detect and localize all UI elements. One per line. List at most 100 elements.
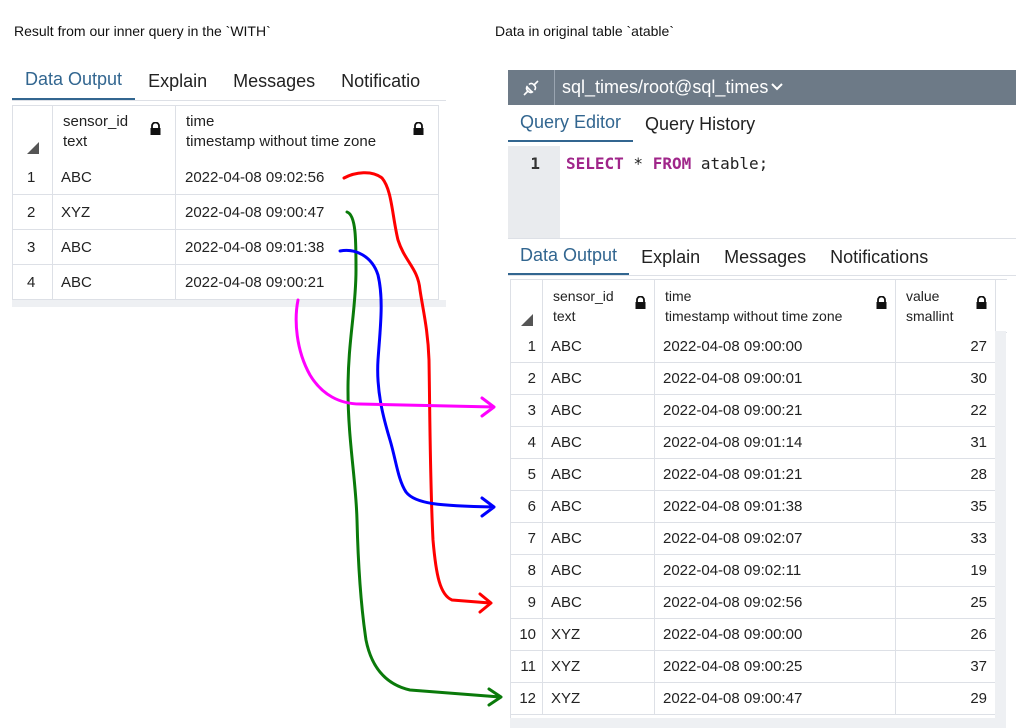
cell-value[interactable]: 37 [896,651,996,682]
cell-value[interactable]: 35 [896,491,996,522]
cell-sensor-id[interactable]: ABC [543,555,655,586]
cell-time[interactable]: 2022-04-08 09:00:01 [655,363,896,394]
cell-value[interactable]: 25 [896,587,996,618]
cell-time[interactable]: 2022-04-08 09:02:07 [655,523,896,554]
table-row[interactable]: 9 ABC 2022-04-08 09:02:56 25 [511,587,996,619]
cell-sensor-id[interactable]: ABC [543,459,655,490]
cell-value[interactable]: 22 [896,395,996,426]
right-caption: Data in original table `atable` [495,23,674,39]
cell-value[interactable]: 28 [896,459,996,490]
cell-sensor-id[interactable]: ABC [543,523,655,554]
table-row[interactable]: 2 XYZ 2022-04-08 09:00:47 [13,195,439,230]
table-row[interactable]: 8 ABC 2022-04-08 09:02:11 19 [511,555,996,587]
column-header-time[interactable]: time timestamp without time zone [655,280,896,332]
cell-sensor-id[interactable]: XYZ [543,651,655,682]
cell-sensor-id[interactable]: XYZ [543,683,655,714]
tab-notifications[interactable]: Notificatio [341,70,421,91]
cell-sensor-id[interactable]: ABC [543,363,655,394]
cell-time[interactable]: 2022-04-08 09:01:38 [176,230,439,264]
table-row[interactable]: 2 ABC 2022-04-08 09:00:01 30 [511,363,996,395]
cell-time[interactable]: 2022-04-08 09:01:21 [655,459,896,490]
cell-time[interactable]: 2022-04-08 09:00:21 [176,265,439,299]
table-row[interactable]: 3 ABC 2022-04-08 09:01:38 [13,230,439,265]
column-name: time [665,288,692,304]
table-row[interactable]: 5 ABC 2022-04-08 09:01:21 28 [511,459,996,491]
cell-time[interactable]: 2022-04-08 09:00:21 [655,395,896,426]
tab-explain[interactable]: Explain [148,70,208,91]
tab-explain[interactable]: Explain [641,246,701,267]
tab-query-history[interactable]: Query History [645,113,756,134]
left-caption: Result from our inner query in the `WITH… [14,23,271,39]
column-header-time[interactable]: time timestamp without time zone [176,106,439,160]
cell-time[interactable]: 2022-04-08 09:02:56 [176,160,439,194]
left-grid-footer [12,300,446,307]
cell-value[interactable]: 27 [896,331,996,362]
cell-value[interactable]: 30 [896,363,996,394]
table-row[interactable]: 6 ABC 2022-04-08 09:01:38 35 [511,491,996,523]
cell-time[interactable]: 2022-04-08 09:01:14 [655,427,896,458]
cell-time[interactable]: 2022-04-08 09:01:38 [655,491,896,522]
tab-messages[interactable]: Messages [724,246,807,267]
table-row[interactable]: 10 XYZ 2022-04-08 09:00:00 26 [511,619,996,651]
cell-sensor-id[interactable]: ABC [53,160,176,194]
tab-data-output[interactable]: Data Output [508,237,630,275]
tab-messages[interactable]: Messages [233,70,316,91]
table-row[interactable]: 12 XYZ 2022-04-08 09:00:47 29 [511,683,996,715]
line-number: 1 [530,154,540,173]
row-number: 6 [511,491,543,522]
scrollbar-track[interactable] [995,331,1006,728]
cell-time[interactable]: 2022-04-08 09:00:00 [655,331,896,362]
cell-sensor-id[interactable]: ABC [53,230,176,264]
row-number-header [511,280,543,332]
cell-time[interactable]: 2022-04-08 09:02:11 [655,555,896,586]
chevron-down-icon[interactable] [771,83,783,92]
cell-sensor-id[interactable]: ABC [53,265,176,299]
cell-value[interactable]: 26 [896,619,996,650]
table-row[interactable]: 4 ABC 2022-04-08 09:01:14 31 [511,427,996,459]
row-number: 3 [13,230,53,264]
magenta-arrow [294,298,496,418]
cell-time[interactable]: 2022-04-08 09:00:47 [655,683,896,714]
tab-data-output[interactable]: Data Output [12,60,136,100]
cell-sensor-id[interactable]: ABC [543,491,655,522]
table-row[interactable]: 7 ABC 2022-04-08 09:02:07 33 [511,523,996,555]
connection-bar[interactable]: sql_times/root@sql_times [508,70,1016,105]
row-number: 8 [511,555,543,586]
cell-value[interactable]: 31 [896,427,996,458]
connection-label[interactable]: sql_times/root@sql_times [562,77,769,97]
cell-time[interactable]: 2022-04-08 09:00:47 [176,195,439,229]
cell-sensor-id[interactable]: ABC [543,331,655,362]
table-row[interactable]: 3 ABC 2022-04-08 09:00:21 22 [511,395,996,427]
query-text[interactable]: SELECT * FROM atable; [566,154,768,173]
table-row[interactable]: 1 ABC 2022-04-08 09:02:56 [13,160,439,195]
column-type: text [63,133,88,150]
cell-sensor-id[interactable]: XYZ [53,195,176,229]
cell-value[interactable]: 29 [896,683,996,714]
table-row[interactable]: 11 XYZ 2022-04-08 09:00:25 37 [511,651,996,683]
lock-icon [150,122,161,135]
row-number: 10 [511,619,543,650]
cell-sensor-id[interactable]: ABC [543,395,655,426]
sql-table: atable; [691,154,769,173]
cell-sensor-id[interactable]: ABC [543,427,655,458]
cell-sensor-id[interactable]: XYZ [543,619,655,650]
left-grid-body: 1 ABC 2022-04-08 09:02:56 2 XYZ 2022-04-… [12,160,439,300]
cell-time[interactable]: 2022-04-08 09:00:25 [655,651,896,682]
cell-time[interactable]: 2022-04-08 09:00:00 [655,619,896,650]
cell-value[interactable]: 19 [896,555,996,586]
column-header-value[interactable]: value smallint [896,280,996,332]
cell-time[interactable]: 2022-04-08 09:02:56 [655,587,896,618]
column-header-sensor-id[interactable]: sensor_id text [543,280,655,332]
query-editor[interactable]: 1 SELECT * FROM atable; [508,146,1016,238]
lock-icon [413,122,424,135]
tab-query-editor[interactable]: Query Editor [508,104,634,142]
row-number: 12 [511,683,543,714]
row-number: 7 [511,523,543,554]
tab-notifications[interactable]: Notifications [830,246,929,267]
column-header-sensor-id[interactable]: sensor_id text [53,106,176,160]
right-grid-header: sensor_id text time timestamp without ti… [510,279,1007,333]
table-row[interactable]: 4 ABC 2022-04-08 09:00:21 [13,265,439,300]
table-row[interactable]: 1 ABC 2022-04-08 09:00:00 27 [511,331,996,363]
cell-sensor-id[interactable]: ABC [543,587,655,618]
cell-value[interactable]: 33 [896,523,996,554]
